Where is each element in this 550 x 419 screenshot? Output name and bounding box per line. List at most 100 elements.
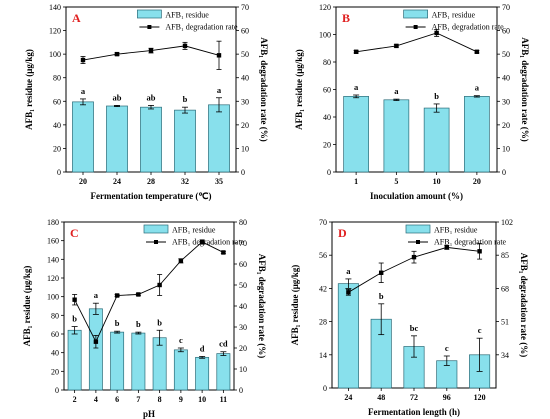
degradation-rate-point [411, 254, 417, 260]
y-tick-label: 20 [53, 144, 61, 153]
significance-label: c [445, 343, 449, 353]
x-tick-label: 10 [198, 395, 206, 404]
significance-label: bc [410, 323, 419, 333]
significance-label: b [157, 317, 162, 327]
y-tick-label: 100 [49, 50, 61, 59]
legend-bar-swatch [405, 224, 431, 234]
degradation-rate-point [178, 258, 184, 264]
y2-tick-label: 0 [502, 168, 506, 177]
x-tick-label: 4 [94, 395, 98, 404]
y-tick-label: 56 [319, 251, 327, 260]
significance-label: b [434, 91, 439, 101]
x-tick-label: 8 [158, 395, 162, 404]
degradation-rate-point [346, 290, 351, 295]
degradation-rate-point [221, 250, 226, 255]
y-tick-label: 120 [47, 274, 59, 283]
panel-letter: A [72, 11, 81, 25]
y2-tick-label: 85 [501, 251, 509, 260]
x-tick-label: 96 [443, 393, 451, 402]
y-tick-label: 60 [323, 86, 331, 95]
y2-tick-label: 10 [241, 144, 249, 153]
y-tick-label: 14 [319, 351, 327, 360]
legend-label: AFB₁ residue [172, 226, 216, 235]
y2-axis-label: AFB₁ degradation rate (%) [259, 37, 269, 141]
y2-tick-label: 50 [241, 50, 249, 59]
y2-tick-label: 51 [501, 318, 509, 327]
bar [423, 107, 450, 173]
significance-label: a [217, 85, 222, 95]
y2-tick-label: 40 [241, 74, 249, 83]
x-axis-label: pH [143, 409, 155, 419]
panel-d: a b bc c c 0 14 28 42 56 70 34 51 68 85 102 24 48 72 96 120 F… [290, 218, 529, 417]
panel-letter: C [70, 226, 79, 240]
y2-tick-label: 30 [502, 97, 510, 106]
x-axis-label: Fermentation temperature (℃) [91, 191, 212, 201]
y-tick-label: 0 [323, 384, 327, 393]
panel-letter: B [342, 11, 350, 25]
y2-tick-label: 30 [239, 323, 247, 332]
y-tick-label: 120 [319, 3, 331, 12]
y-tick-label: 20 [323, 141, 331, 150]
bar [174, 109, 196, 173]
significance-label: b [183, 94, 188, 104]
y2-tick-label: 30 [241, 97, 249, 106]
significance-label: b [379, 291, 384, 301]
x-tick-label: 20 [473, 177, 481, 186]
y-axis-label: AFB₁ residue (μg/kg) [22, 266, 32, 347]
x-axis-label: Inoculation amount (%) [370, 191, 463, 201]
y-tick-label: 0 [327, 168, 331, 177]
x-tick-label: 1 [354, 177, 358, 186]
bar [343, 96, 369, 173]
x-tick-label: 120 [474, 393, 486, 402]
legend-marker-swatch [147, 25, 152, 29]
significance-label: b [115, 318, 120, 328]
bar [110, 331, 125, 391]
y-tick-label: 70 [319, 218, 327, 227]
bar [140, 106, 162, 173]
degradation-rate-point [114, 293, 120, 298]
x-axis-label: Fermentation length (h) [368, 407, 460, 417]
y-tick-label: 40 [323, 113, 331, 122]
bar [67, 329, 82, 391]
y-tick-label: 20 [51, 367, 59, 376]
bar [88, 308, 103, 391]
significance-label: c [179, 335, 183, 345]
significance-label: ab [147, 92, 156, 102]
significance-label: ab [113, 92, 122, 102]
degradation-rate-point [157, 282, 162, 288]
y2-axis-label: AFB₁ degradation rate (%) [257, 254, 267, 358]
degradation-rate-point [148, 48, 154, 53]
y2-tick-label: 0 [241, 168, 245, 177]
legend-label: AFB₁ degradation rate [432, 23, 505, 32]
y-tick-label: 120 [49, 27, 61, 36]
bar [72, 101, 94, 173]
significance-label: a [354, 82, 359, 92]
legend-bar-swatch [143, 224, 169, 234]
y-axis-label: AFB₁ residue (μg/kg) [294, 49, 304, 130]
legend-marker-swatch [416, 240, 420, 244]
y-axis-label: AFB₁ residue (μg/kg) [24, 49, 34, 130]
degradation-rate-point [72, 297, 77, 302]
x-tick-label: 72 [410, 393, 418, 402]
y-tick-label: 0 [57, 168, 61, 177]
panel-b: a a b a 0 20 40 60 80 100 120 0 10 20 30 40 50 60 70 1 5 10 20… [294, 3, 530, 201]
x-tick-label: 7 [136, 395, 140, 404]
degradation-rate-point [216, 53, 222, 58]
degradation-rate-point [444, 245, 449, 250]
y-tick-label: 42 [319, 284, 327, 293]
y-tick-label: 60 [53, 97, 61, 106]
degradation-rate-point [434, 30, 439, 36]
y2-tick-label: 34 [501, 351, 509, 360]
x-tick-label: 5 [394, 177, 398, 186]
degradation-rate-point [199, 239, 205, 245]
y2-tick-label: 50 [239, 281, 247, 290]
significance-label: d [200, 343, 205, 353]
y2-tick-label: 70 [241, 3, 249, 12]
y-tick-label: 160 [47, 237, 59, 246]
y-tick-label: 0 [55, 386, 59, 395]
y2-axis-label: AFB₁ degradation rate (%) [519, 253, 529, 357]
panel-letter: D [338, 226, 347, 240]
legend-label: AFB₁ residue [434, 226, 478, 235]
y-tick-label: 28 [319, 318, 327, 327]
